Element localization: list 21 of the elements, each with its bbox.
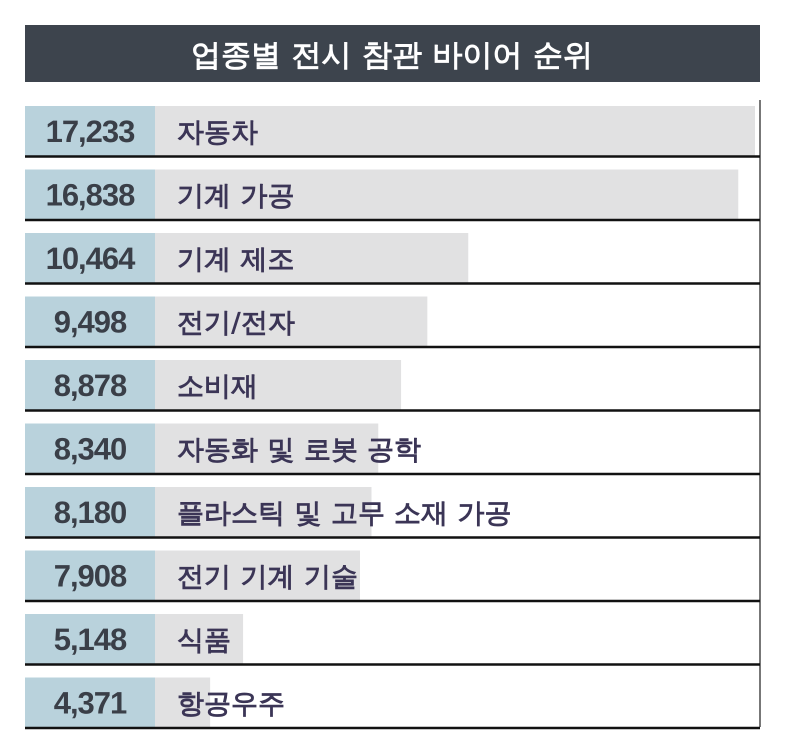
chart-title: 업종별 전시 참관 바이어 순위 <box>191 38 593 73</box>
y-tick-label: 기계 가공 <box>177 180 294 212</box>
data-label: 7,908 <box>54 558 128 594</box>
y-tick-label: 전기/전자 <box>177 307 295 338</box>
y-tick-label: 자동화 및 로봇 공학 <box>177 434 422 466</box>
y-tick-label: 자동차 <box>177 116 258 148</box>
y-tick-label: 플라스틱 및 고무 소재 가공 <box>177 498 512 529</box>
data-label: 5,148 <box>54 622 128 657</box>
data-label: 4,371 <box>54 685 128 720</box>
data-label: 9,498 <box>54 304 128 340</box>
y-tick-label: 항공우주 <box>177 688 285 720</box>
y-tick-label: 식품 <box>177 624 231 656</box>
data-label: 16,838 <box>46 177 136 212</box>
data-label: 8,878 <box>54 368 128 403</box>
y-tick-label: 소비재 <box>177 370 258 402</box>
data-label: 8,180 <box>54 494 126 530</box>
data-label: 8,340 <box>54 431 126 466</box>
data-label: 10,464 <box>46 240 136 276</box>
y-tick-label: 기계 제조 <box>177 244 294 275</box>
y-tick-label: 전기 기계 기술 <box>177 561 358 592</box>
data-label: 17,233 <box>46 114 136 149</box>
